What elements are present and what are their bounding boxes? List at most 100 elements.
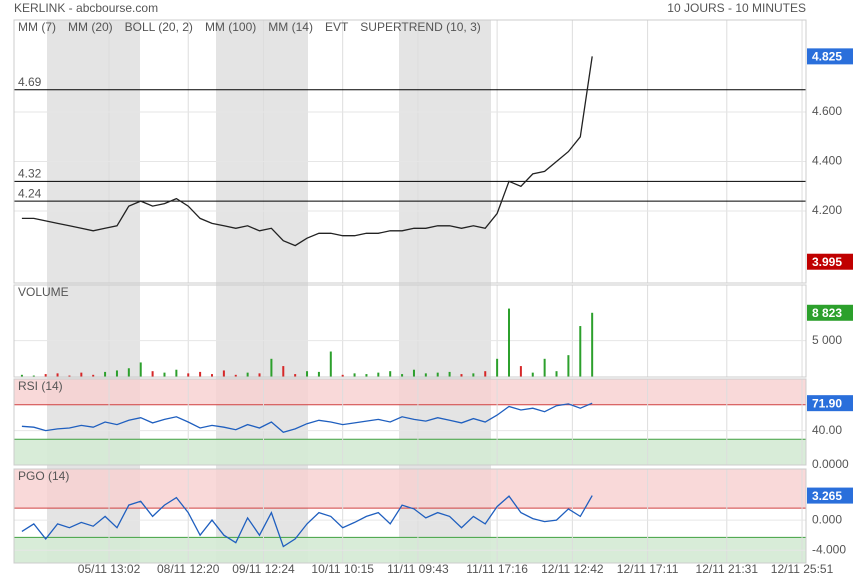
panel-border	[13, 19, 807, 284]
x-tick-label: 09/11 12:24	[232, 562, 295, 576]
legend-item: EVT	[325, 20, 349, 34]
volume-bar	[104, 371, 107, 377]
header-title: KERLINK - abcbourse.com	[14, 1, 158, 15]
volume-bar	[199, 371, 202, 377]
y-tick-label: 4.600	[812, 104, 842, 118]
volume-bar	[127, 368, 130, 377]
y-tick-label: -4.000	[812, 542, 846, 556]
value-box-label: 3.995	[812, 255, 842, 269]
volume-bar	[246, 372, 249, 377]
volume-bar	[401, 374, 404, 377]
panel-border	[13, 468, 807, 564]
level-label: 4.24	[18, 186, 42, 200]
volume-bar	[567, 355, 570, 377]
volume-bar	[282, 366, 285, 377]
y-tick-label: 40.00	[812, 423, 842, 437]
volume-bar	[68, 375, 71, 377]
legend-item: BOLL (20, 2)	[125, 20, 193, 34]
volume-bar	[258, 373, 261, 377]
panel-title: RSI (14)	[18, 379, 63, 393]
level-label: 4.69	[18, 75, 42, 89]
value-box: 71.90	[807, 395, 853, 412]
value-box: 4.825	[807, 48, 853, 65]
value-box-label: 8 823	[812, 306, 842, 320]
volume-bar	[32, 375, 35, 377]
overbought-zone	[14, 469, 806, 509]
legend-item: SUPERTREND (10, 3)	[360, 20, 480, 34]
volume-bar	[115, 370, 118, 377]
volume-bar	[139, 362, 142, 377]
legend-item: MM (14)	[268, 20, 313, 34]
panel-border	[13, 378, 807, 466]
y-tick-label: 0.000	[812, 512, 842, 526]
volume-bar	[460, 374, 463, 377]
volume-bar	[412, 369, 415, 377]
panel-title: PGO (14)	[18, 469, 69, 483]
volume-bar	[329, 351, 332, 377]
header-period: 10 JOURS - 10 MINUTES	[667, 1, 806, 15]
volume-bar	[448, 371, 451, 377]
value-box-bg	[807, 253, 853, 270]
volume-bar	[211, 374, 213, 377]
panel-title: VOLUME	[18, 285, 69, 299]
value-box-label: 4.825	[812, 50, 842, 64]
y-tick-label: 4.400	[812, 154, 842, 168]
value-box: 3.995	[807, 253, 853, 270]
legend-item: MM (20)	[68, 20, 113, 34]
volume-bar	[424, 373, 427, 377]
x-tick-label: 10/11 10:15	[311, 562, 374, 576]
x-tick-label: 12/11 12:42	[541, 562, 604, 576]
volume-bar	[187, 373, 190, 377]
volume-bar	[496, 358, 499, 377]
value-box-label: 71.90	[812, 396, 842, 410]
level-label: 4.32	[18, 166, 42, 180]
y-tick-label: 0.0000	[812, 457, 849, 471]
volume-bar	[579, 326, 582, 377]
volume-bar	[294, 374, 297, 377]
volume-bar	[436, 372, 439, 377]
volume-bar	[484, 371, 487, 377]
y-tick-label: 4.200	[812, 203, 842, 217]
volume-bar	[44, 374, 47, 377]
value-box-label: 3.265	[812, 489, 842, 503]
oversold-zone	[14, 439, 806, 465]
value-box: 3.265	[807, 487, 853, 504]
volume-bar	[531, 372, 534, 377]
volume-bar	[389, 371, 392, 377]
volume-bar	[591, 312, 594, 377]
volume-bar	[353, 373, 356, 377]
volume-bar	[163, 372, 166, 377]
volume-bar	[365, 374, 368, 377]
volume-bar	[377, 372, 380, 377]
value-box-bg	[807, 395, 853, 412]
x-tick-label: 12/11 25:51	[771, 562, 834, 576]
x-tick-label: 11/11 09:43	[387, 562, 449, 576]
volume-bar	[175, 369, 178, 377]
x-tick-label: 12/11 21:31	[696, 562, 759, 576]
volume-bar	[306, 371, 309, 377]
volume-bar	[92, 374, 95, 377]
x-tick-label: 08/11 12:20	[157, 562, 220, 576]
data-line	[21, 495, 593, 548]
data-line	[21, 56, 593, 247]
value-box: 8 823	[807, 304, 853, 321]
volume-bar	[472, 373, 475, 377]
legend-item: MM (100)	[205, 20, 256, 34]
x-tick-label: 12/11 17:11	[617, 562, 679, 576]
volume-bar	[151, 371, 154, 377]
volume-bar	[234, 374, 237, 377]
volume-bar	[80, 372, 83, 377]
volume-bar	[20, 374, 23, 377]
data-line	[21, 402, 593, 434]
y-tick-label: 5 000	[812, 333, 842, 347]
volume-bar	[519, 366, 522, 377]
volume-bar	[270, 358, 273, 377]
value-box-bg	[807, 304, 853, 321]
volume-bar	[341, 374, 344, 377]
volume-bar	[543, 358, 546, 377]
volume-bar	[317, 371, 320, 377]
panel-border	[13, 284, 807, 378]
value-box-bg	[807, 487, 853, 504]
volume-bar	[222, 370, 225, 377]
